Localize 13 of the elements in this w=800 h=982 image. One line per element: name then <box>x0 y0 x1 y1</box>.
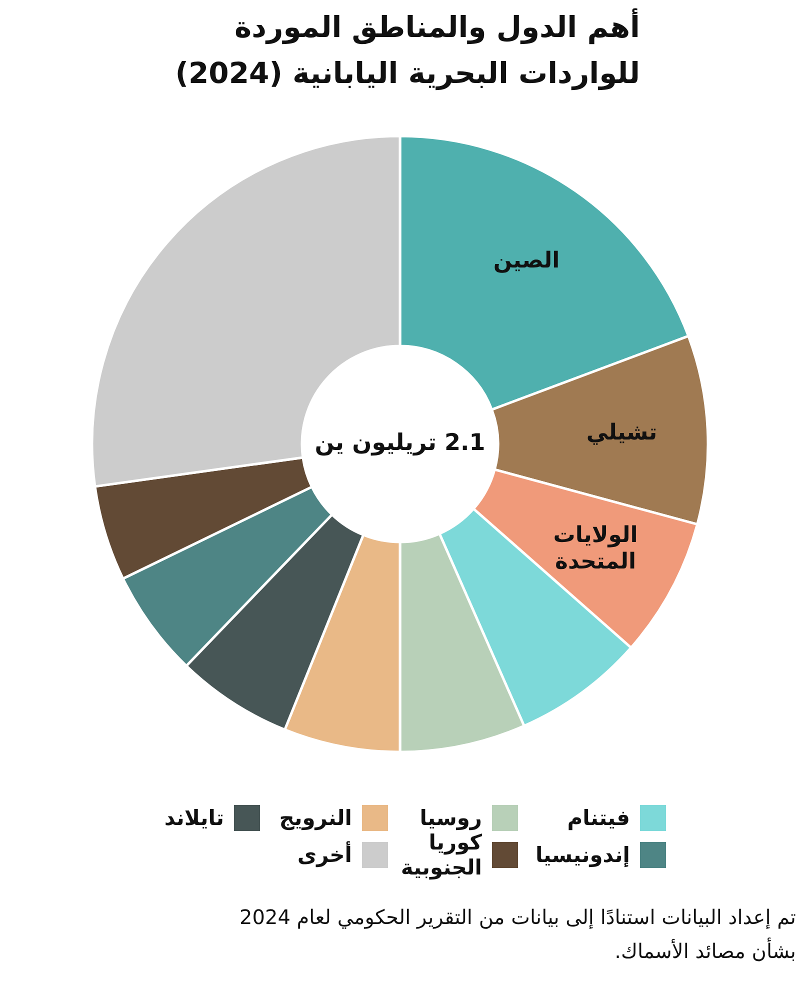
legend-label: فيتنام <box>567 806 630 831</box>
legend-label: أخرى <box>297 840 352 868</box>
slice-label: تشيلي <box>586 420 658 446</box>
text: 2.1 تريليون ين <box>314 430 486 456</box>
slice-label: الصين <box>493 248 560 274</box>
legend-label: النرويج <box>279 806 352 831</box>
slice-label: الولايات المتحدة <box>553 522 638 574</box>
chart-title: أهم الدول والمناطق الموردة للواردات البحرية اليابانية (2024) <box>174 7 640 92</box>
text: تم إعداد البيانات استنادًا إلى بيانات من التقرير الحكومي لعام 2024 بشأن مصائد الأسماك. <box>238 904 796 965</box>
legend-label: روسيا <box>420 806 482 831</box>
legend-label: تايلاند <box>164 806 224 830</box>
legend-label: كوريا الجنوبية <box>400 830 483 880</box>
legend-label: إندونيسيا <box>535 842 630 868</box>
